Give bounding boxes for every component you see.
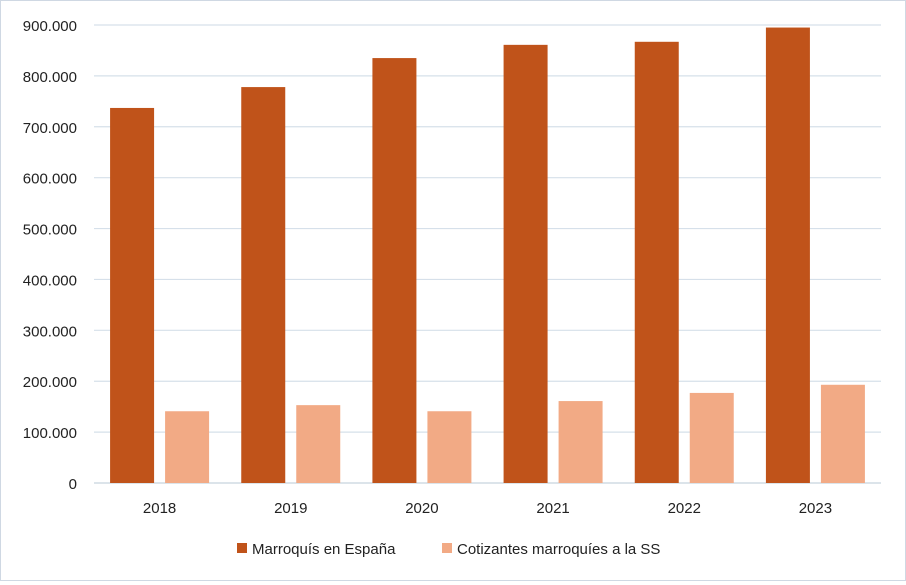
x-tick-label: 2019 (274, 500, 307, 517)
gridlines (94, 24, 881, 484)
y-tick-label: 200.000 (23, 374, 77, 391)
legend-swatch-marroquis (237, 543, 247, 553)
bar-cotizantes-2018 (165, 411, 210, 483)
legend-label-cotizantes: Cotizantes marroquíes a la SS (457, 541, 660, 558)
y-tick-label: 100.000 (23, 425, 77, 442)
bar-cotizantes-2019 (296, 405, 341, 483)
y-tick-label: 300.000 (23, 323, 77, 340)
x-tick-label: 2022 (668, 500, 701, 517)
bar-marroquis-2020 (372, 58, 417, 483)
bar-cotizantes-2023 (820, 384, 865, 483)
legend-swatch-cotizantes (442, 543, 452, 553)
y-tick-label: 500.000 (23, 222, 77, 239)
y-tick-label: 400.000 (23, 272, 77, 289)
x-tick-label: 2018 (143, 500, 176, 517)
x-tick-label: 2020 (405, 500, 438, 517)
x-tick-label: 2021 (536, 500, 569, 517)
y-tick-label: 700.000 (23, 120, 77, 137)
bar-marroquis-2019 (241, 87, 286, 483)
bar-marroquis-2018 (110, 107, 155, 484)
y-tick-label: 900.000 (23, 18, 77, 35)
y-tick-label: 600.000 (23, 171, 77, 188)
y-tick-label: 0 (69, 476, 77, 493)
bars (110, 27, 865, 484)
legend: Marroquís en España Cotizantes marroquíes… (237, 541, 660, 558)
x-tick-label: 2023 (799, 500, 832, 517)
bar-cotizantes-2021 (558, 401, 603, 483)
bar-marroquis-2021 (503, 44, 548, 483)
y-tick-label: 800.000 (23, 69, 77, 86)
bar-cotizantes-2022 (689, 392, 734, 483)
legend-label-marroquis: Marroquís en España (252, 541, 396, 558)
bar-marroquis-2022 (634, 41, 679, 483)
bar-marroquis-2023 (765, 27, 810, 484)
bar-cotizantes-2020 (427, 411, 472, 483)
x-axis-ticks: 2018 2019 2020 2021 2022 2023 (143, 500, 832, 517)
y-axis-ticks: 0 100.000 200.000 300.000 400.000 500.000 600.… (23, 18, 77, 493)
